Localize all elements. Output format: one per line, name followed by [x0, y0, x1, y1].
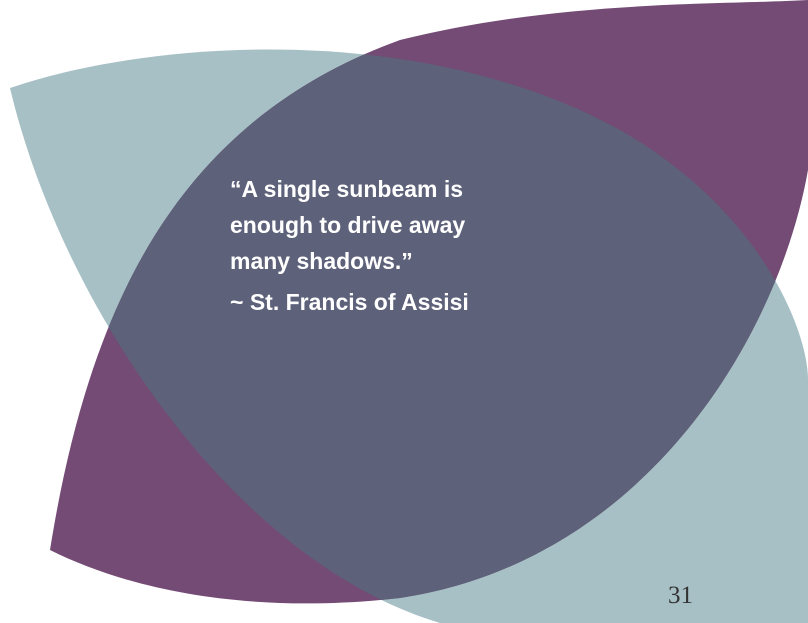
quote-line: many shadows.”: [230, 248, 413, 274]
attribution: ~ St. Francis of Assisi: [230, 289, 469, 315]
quote-line: “A single sunbeam is: [230, 176, 463, 202]
page-number: 31: [668, 582, 693, 609]
quote: “A single sunbeam is enough to drive awa…: [230, 176, 469, 315]
overlap: [50, 49, 808, 604]
quote-line: enough to drive away: [230, 212, 465, 238]
